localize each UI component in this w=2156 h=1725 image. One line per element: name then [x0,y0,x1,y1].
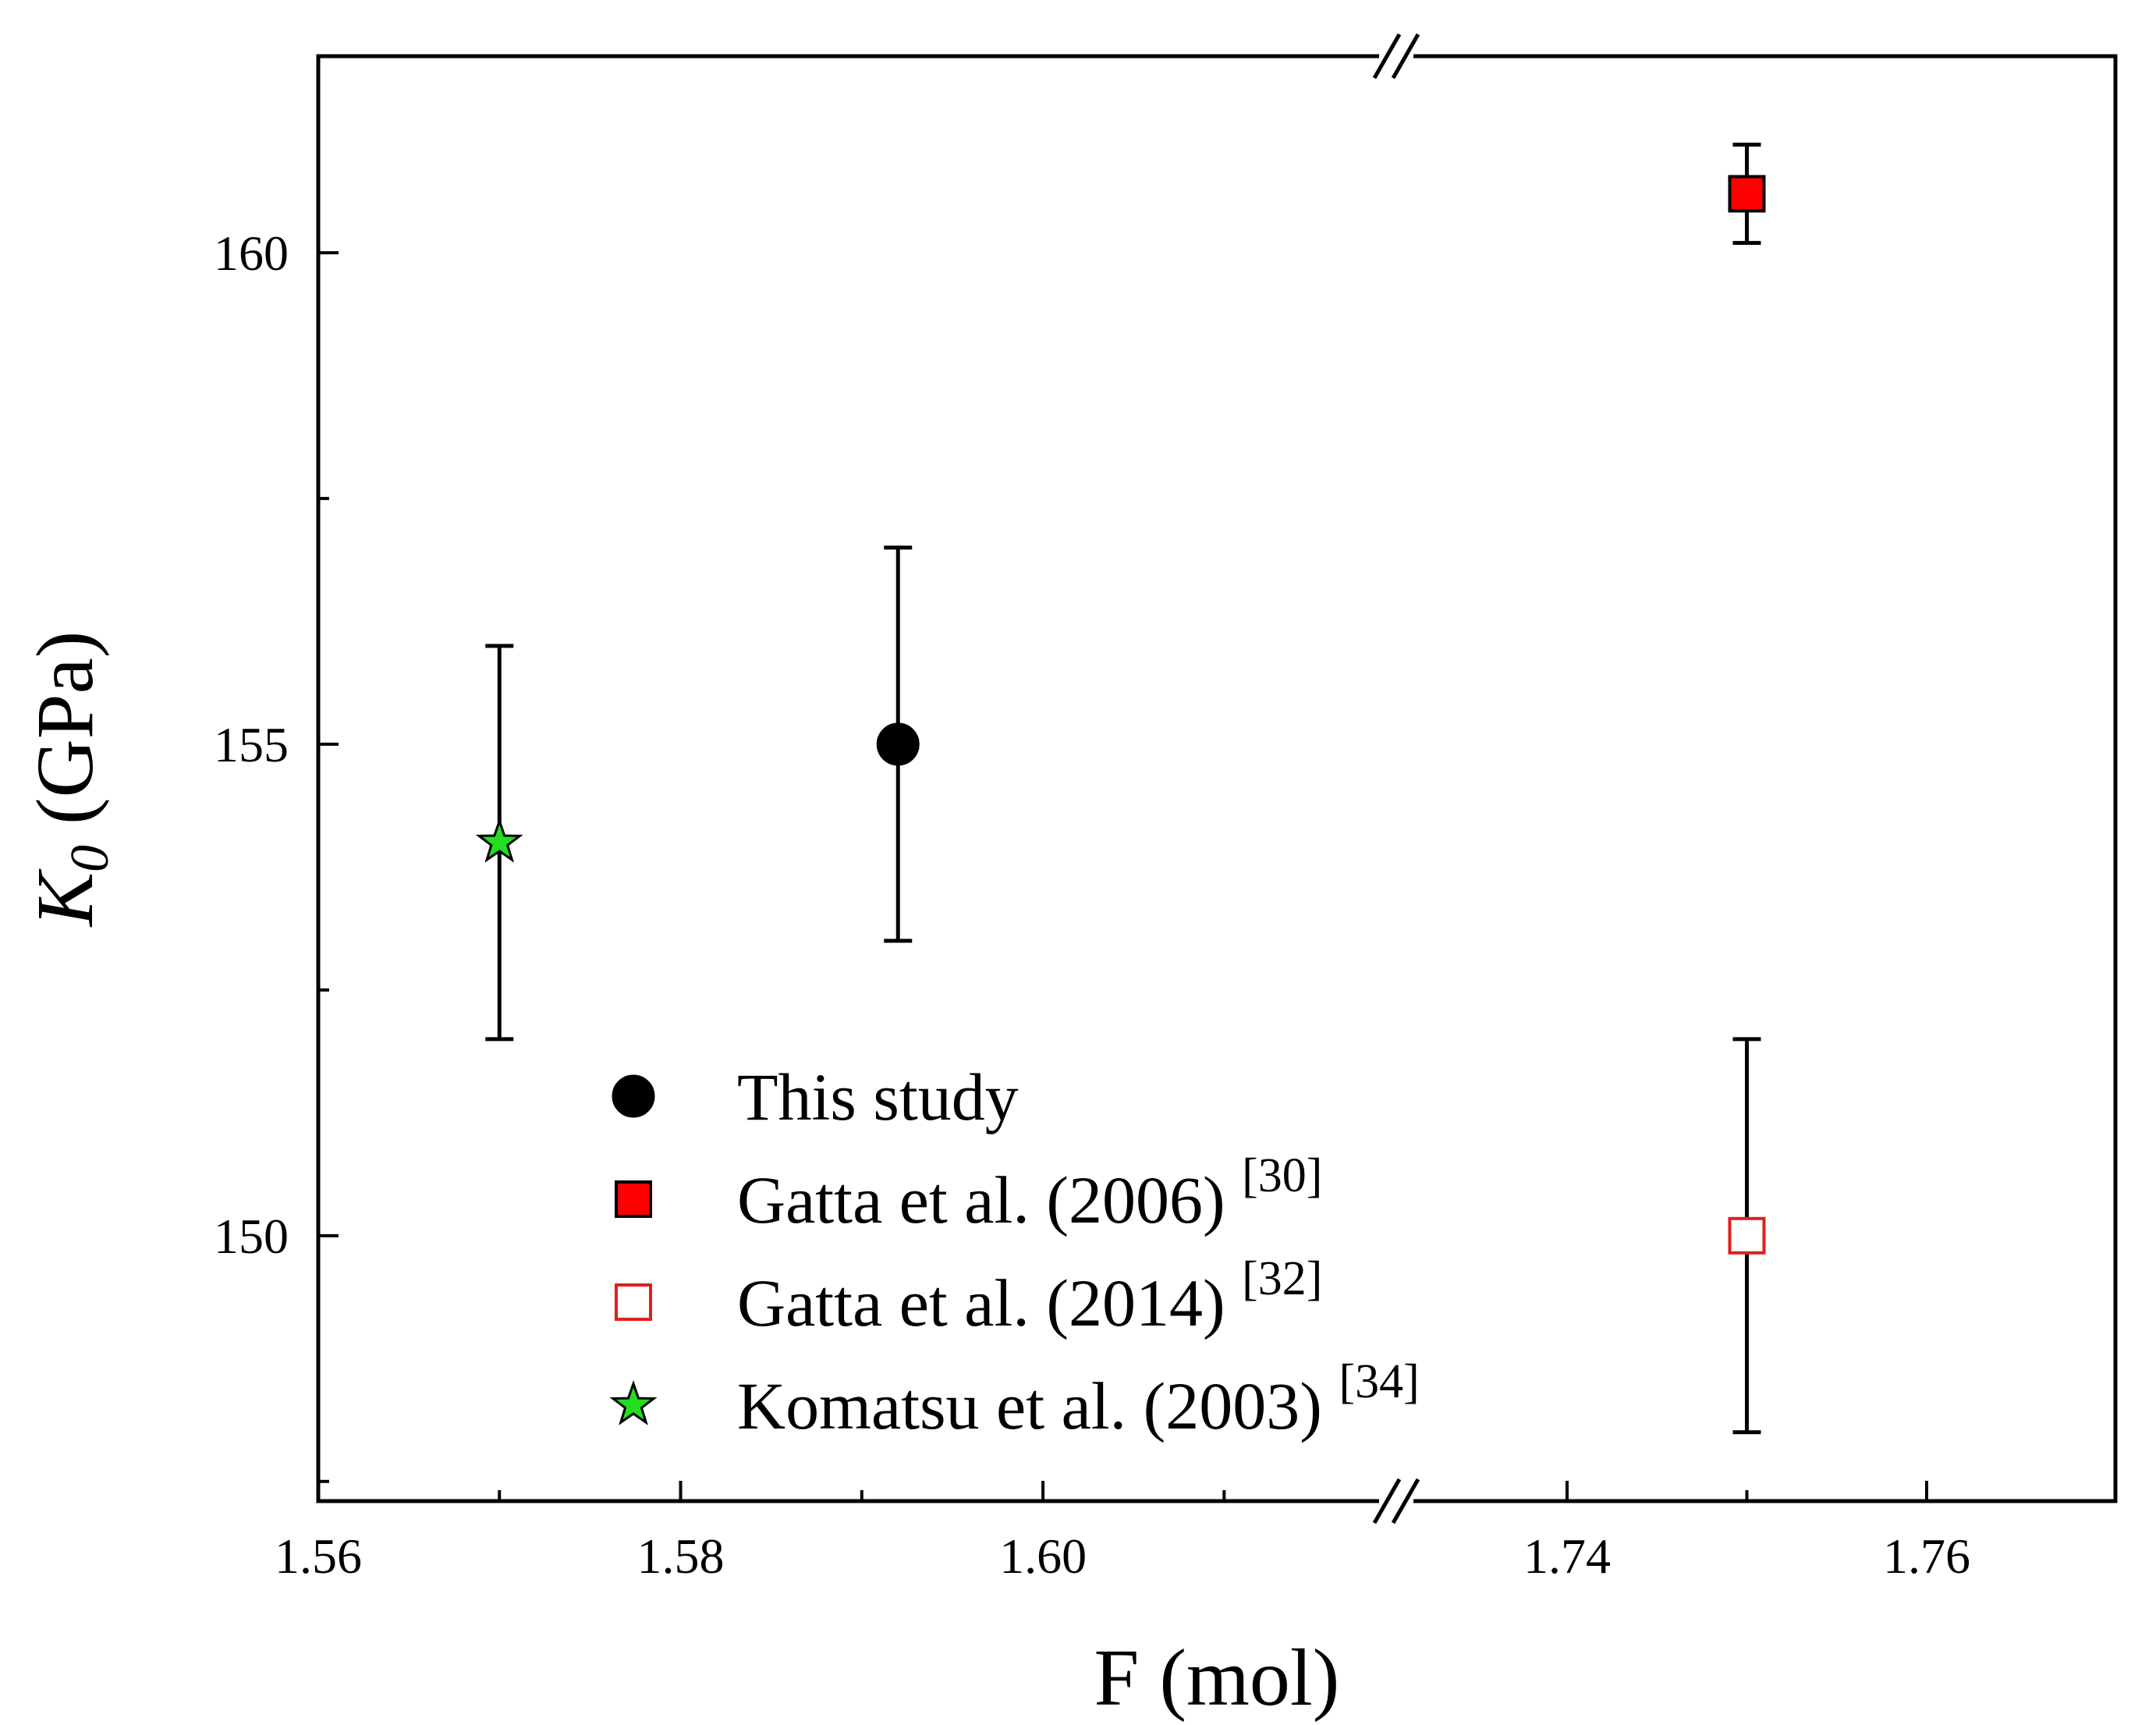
axis-break-slash [1391,1478,1420,1524]
axis-break-slash [1372,33,1402,80]
y-tick-label: 155 [214,717,289,772]
circle-marker [876,722,920,766]
x-tick-label: 1.56 [275,1528,362,1584]
legend-label: Gatta et al. (2006) [30] [737,1149,1322,1237]
y-axis-title-subscript: 0 [60,845,120,872]
x-tick-label: 1.60 [999,1528,1087,1584]
legend-label: Komatsu et al. (2003) [34] [737,1355,1420,1443]
circle-marker [612,1074,655,1118]
legend-label-name: Gatta et al. (2006) [737,1162,1242,1237]
y-tick-label: 150 [214,1209,289,1264]
square-marker [615,1180,652,1218]
y-axis-title-symbol: K [20,868,110,928]
axis-break [1372,33,1420,1524]
square-marker [1728,175,1766,213]
legend-label: This study [737,1059,1019,1134]
star-marker [609,1379,658,1425]
ticks-layer: 1.56 1.58 1.60 1.74 1.76 150 155 160 [214,225,1970,1584]
x-tick-label: 1.58 [637,1528,725,1584]
x-tick-label: 1.74 [1523,1528,1611,1584]
legend-label-name: This study [737,1059,1019,1134]
square-marker [615,1283,652,1321]
legend-label-name: Komatsu et al. (2003) [737,1368,1339,1443]
legend-label-name: Gatta et al. (2014) [737,1265,1242,1340]
axis-break-slash [1372,1478,1402,1524]
plot-frame [316,54,2118,1503]
legend: This study Gatta et al. (2006) [30]Gatta… [609,1059,1420,1443]
y-tick-label: 160 [214,225,289,281]
axis-break-slash [1391,33,1420,80]
legend-label-ref: [34] [1339,1355,1419,1408]
star-marker [475,817,523,863]
legend-label-ref: [30] [1242,1149,1322,1202]
square-marker [1728,1216,1766,1255]
x-axis-title: F (mol) [1094,1633,1340,1723]
x-tick-label: 1.76 [1883,1528,1970,1584]
legend-label: Gatta et al. (2014) [32] [737,1252,1322,1340]
y-axis-title: K0 (GPa) [20,631,120,928]
legend-label-ref: [32] [1242,1252,1322,1305]
y-axis-title-unit: (GPa) [20,631,110,845]
data-layer [475,142,1766,1435]
